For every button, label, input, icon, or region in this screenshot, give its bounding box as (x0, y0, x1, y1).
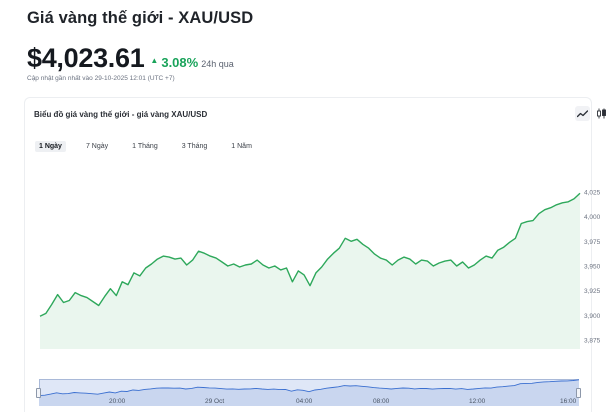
navigator-series: 20:00 29 Oct 04:00 08:00 12:00 16:00 (39, 379, 579, 406)
time-range-tabs: 1 Ngày 7 Ngày 1 Tháng 3 Tháng 1 Năm (35, 141, 272, 152)
time-navigator[interactable]: 20:00 29 Oct 04:00 08:00 12:00 16:00 (36, 379, 582, 406)
tab-1-day[interactable]: 1 Ngày (35, 141, 66, 152)
price-change-percent: 3.08% (161, 55, 199, 70)
current-price: $4,023.61 (27, 43, 145, 73)
tab-1-year[interactable]: 1 Năm (231, 143, 252, 150)
y-axis-tick-label: 4,025 (584, 189, 601, 196)
navigator-x-label: 04:00 (296, 398, 313, 405)
last-updated-text: Cập nhật gần nhất vào 29-10-2025 12:01 (… (27, 75, 175, 82)
line-chart-icon (577, 109, 588, 117)
y-axis-tick-label: 3,900 (584, 313, 601, 320)
price-line (39, 192, 581, 317)
price-summary: $4,023.61 ▲ 3.08% 24h qua (27, 43, 234, 74)
navigator-x-label: 16:00 (560, 398, 577, 405)
tab-3-months[interactable]: 3 Tháng (181, 143, 208, 150)
navigator-x-label: 08:00 (373, 398, 390, 405)
navigator-x-label: 12:00 (469, 398, 486, 405)
y-axis-tick-label: 4,000 (584, 214, 601, 221)
navigator-area (39, 379, 579, 406)
candlestick-icon (597, 108, 606, 119)
navigator-line (39, 379, 579, 397)
chart-card-title: Biểu đồ giá vàng thế giới - giá vàng XAU… (34, 110, 208, 119)
page-title: Giá vàng thế giới - XAU/USD (27, 9, 254, 27)
y-axis-tick-label: 3,950 (584, 264, 601, 271)
up-arrow-icon: ▲ (150, 56, 159, 65)
navigator-handle-right[interactable] (576, 388, 581, 398)
y-axis-tick-label: 3,925 (584, 288, 601, 295)
price-change-period: 24h qua (201, 59, 234, 69)
navigator-x-label: 29 Oct (205, 398, 224, 405)
tab-1-month[interactable]: 1 Tháng (132, 143, 158, 150)
line-chart-button[interactable] (575, 106, 590, 121)
navigator-handle-left[interactable] (36, 388, 41, 398)
navigator-x-label: 20:00 (109, 398, 126, 405)
price-area-fill (40, 193, 580, 349)
y-axis-tick-label: 3,975 (584, 239, 601, 246)
candlestick-button[interactable] (594, 106, 609, 121)
y-axis-tick-label: 3,875 (584, 338, 601, 345)
tab-7-days[interactable]: 7 Ngày (85, 143, 109, 150)
